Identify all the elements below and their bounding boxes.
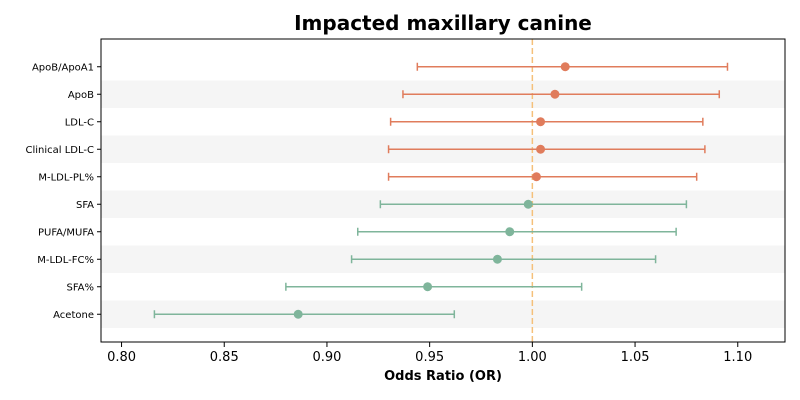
or-point (550, 89, 560, 99)
y-tick-label: ApoB (68, 90, 94, 101)
or-point (560, 62, 570, 72)
y-tick-label: SFA (76, 200, 94, 211)
y-tick-label: ApoB/ApoA1 (32, 62, 94, 73)
x-tick-label: 0.80 (107, 350, 136, 365)
y-axis: ApoB/ApoA1 ApoB LDL-C Clinical LDL-C M-LDL-P… (26, 62, 101, 321)
x-tick-label: 0.90 (312, 350, 341, 365)
data-rows (153, 62, 729, 319)
plot-frame (100, 38, 786, 343)
y-tick-label: LDL-C (65, 117, 94, 128)
x-tick-label: 1.10 (723, 350, 752, 365)
x-tick-label: 0.95 (415, 350, 444, 365)
or-point (536, 144, 546, 154)
x-tick-label: 0.85 (210, 350, 239, 365)
y-tick-label: Acetone (53, 310, 94, 321)
or-point (423, 282, 433, 292)
chart-title: Impacted maxillary canine (294, 11, 592, 35)
x-tick-label: 1.00 (518, 350, 547, 365)
x-axis-label: Odds Ratio (OR) (384, 369, 502, 384)
x-tick-label: 1.05 (621, 350, 650, 365)
y-tick-label: Clinical LDL-C (26, 145, 95, 156)
y-tick-label: SFA% (66, 282, 94, 293)
or-point (536, 117, 546, 127)
or-point (293, 309, 303, 319)
x-axis: 0.80 0.85 0.90 0.95 1.00 1.05 1.10 (107, 342, 752, 365)
y-tick-label: PUFA/MUFA (38, 227, 94, 238)
or-point (523, 199, 533, 209)
or-point (531, 172, 541, 182)
or-point (505, 227, 515, 237)
y-tick-label: M-LDL-FC% (37, 255, 94, 266)
or-point (492, 254, 502, 264)
y-tick-label: M-LDL-PL% (38, 172, 94, 183)
